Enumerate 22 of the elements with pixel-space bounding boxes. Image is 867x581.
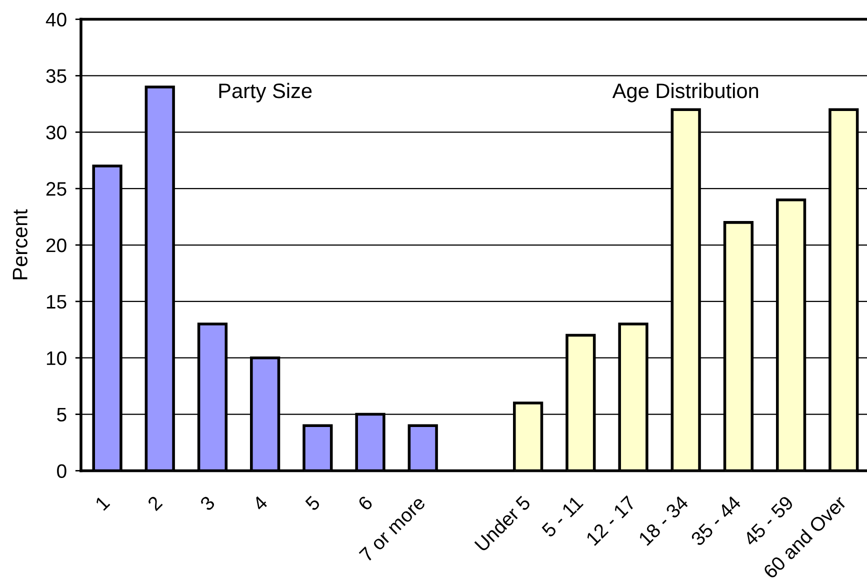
- y-tick-label: 35: [46, 69, 66, 83]
- x-tick-label: 1: [94, 495, 110, 511]
- x-tick-label: 18 - 34: [638, 494, 690, 546]
- text: Party Size: [219, 82, 312, 102]
- y-tick-label: 20: [46, 238, 66, 252]
- x-tick-label: 4: [252, 495, 268, 512]
- y-tick-label: 30: [46, 126, 66, 140]
- x-tick-label: 35 - 44: [690, 494, 742, 547]
- x-tick-label: 5: [304, 495, 321, 512]
- y-tick-label: 0: [57, 464, 66, 478]
- x-tick-label: 12 - 17: [585, 495, 636, 546]
- x-tick-label: 6: [357, 495, 374, 512]
- y-tick-label: 10: [46, 351, 66, 366]
- x-tick-label: 5 - 11: [541, 495, 584, 538]
- series-label: Age Distribution: [612, 82, 758, 102]
- y-tick-label: 5: [57, 408, 66, 422]
- y-tick-label: 40: [46, 12, 66, 27]
- x-tick-label: 2: [146, 495, 163, 512]
- y-tick-label: 15: [46, 295, 66, 309]
- y-tick-label: 25: [46, 182, 66, 196]
- y-axis-title: Percent: [12, 209, 28, 280]
- x-tick-label: 3: [199, 495, 216, 512]
